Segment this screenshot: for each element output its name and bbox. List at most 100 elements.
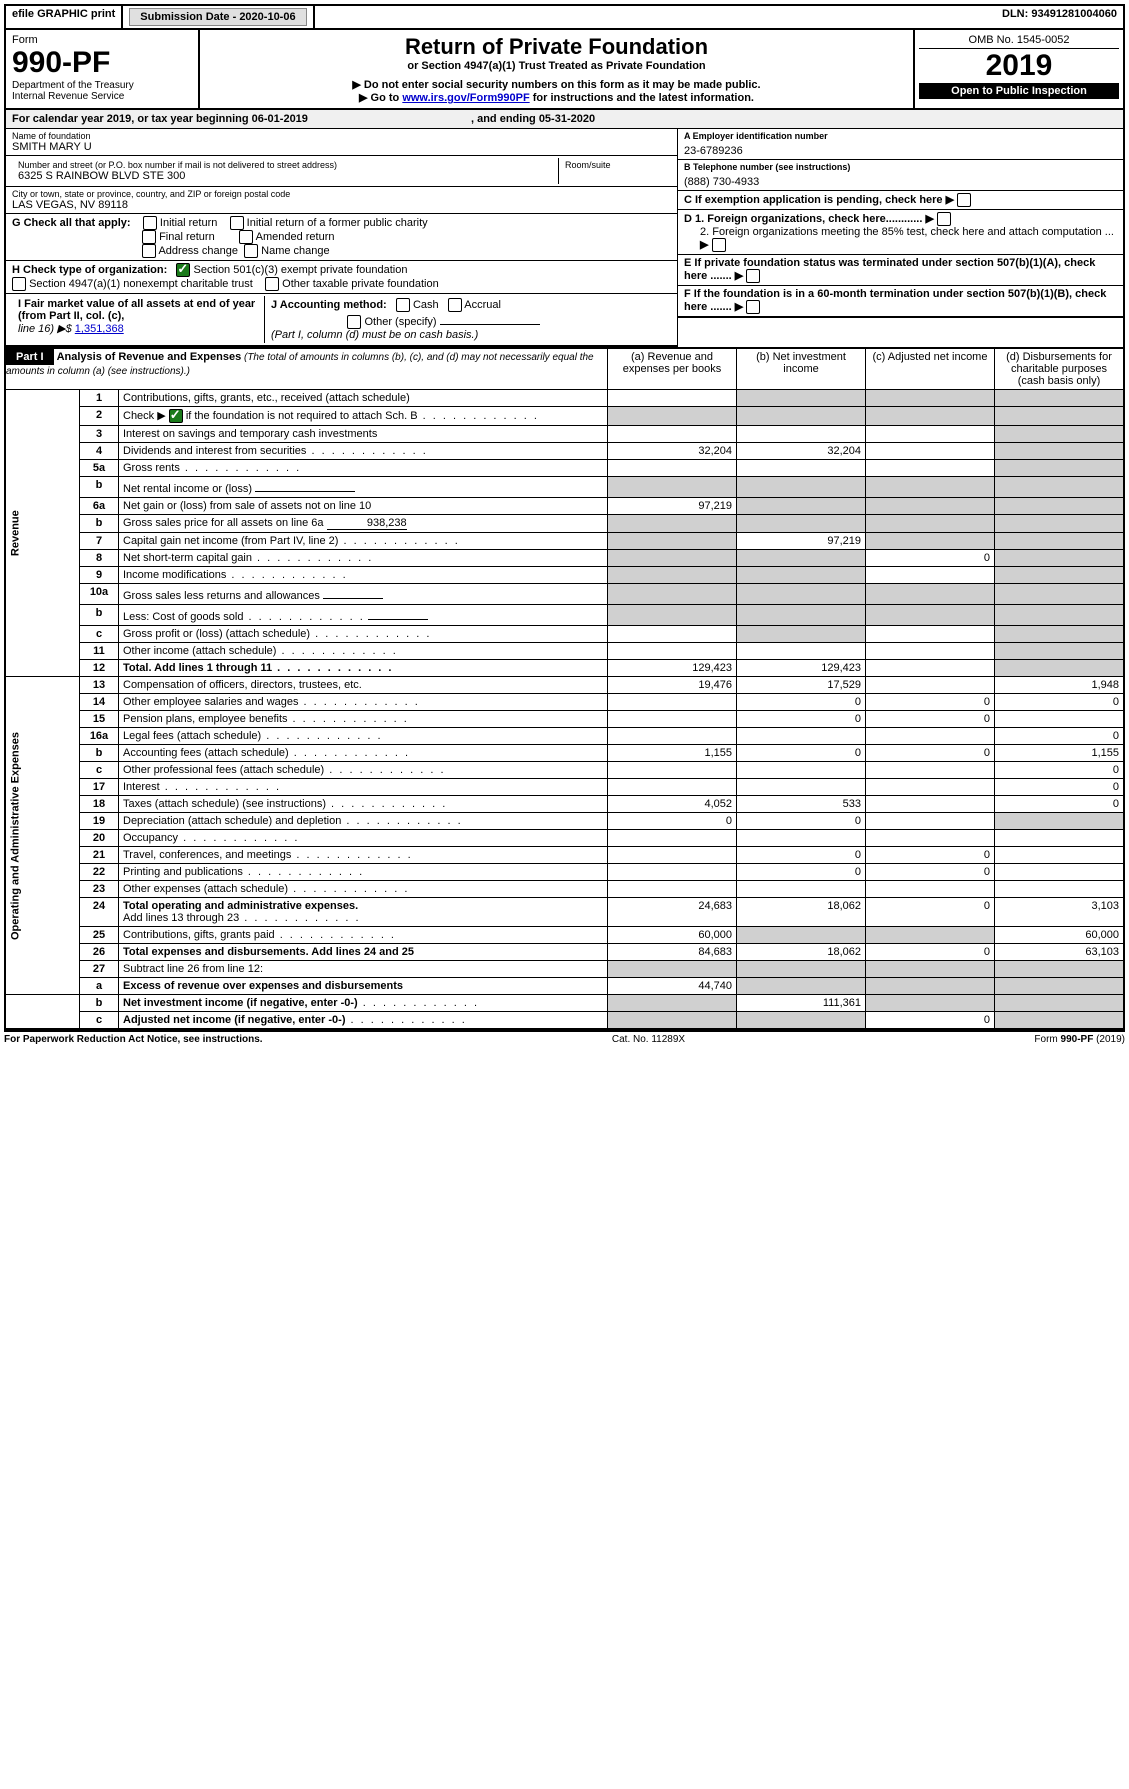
checkbox-f[interactable]: [746, 300, 760, 314]
part1-title: Analysis of Revenue and Expenses: [57, 351, 242, 363]
expenses-label: Operating and Administrative Expenses: [5, 677, 80, 995]
g-label: G Check all that apply:: [12, 217, 131, 229]
checkbox-other-tax[interactable]: [265, 277, 279, 291]
checkbox-final[interactable]: [142, 230, 156, 244]
foundation-name: SMITH MARY U: [12, 141, 671, 153]
checkbox-initial-former[interactable]: [230, 216, 244, 230]
part1-label: Part I: [6, 349, 54, 365]
row-3: 3Interest on savings and temporary cash …: [5, 426, 1124, 443]
i-j-row: I Fair market value of all assets at end…: [6, 294, 677, 347]
d1-label: D 1. Foreign organizations, check here..…: [684, 213, 922, 225]
row-27c: cAdjusted net income (if negative, enter…: [5, 1012, 1124, 1030]
tax-year: 2019: [919, 49, 1119, 83]
phone-value: (888) 730-4933: [684, 176, 1117, 188]
row-7: 7Capital gain net income (from Part IV, …: [5, 533, 1124, 550]
checkbox-other-method[interactable]: [347, 315, 361, 329]
footer-mid: Cat. No. 11289X: [612, 1034, 685, 1045]
c-cell: C If exemption application is pending, c…: [678, 191, 1123, 210]
checkbox-d2[interactable]: [712, 238, 726, 252]
row-6a: 6aNet gain or (loss) from sale of assets…: [5, 498, 1124, 515]
row-9: 9Income modifications: [5, 567, 1124, 584]
header-right: OMB No. 1545-0052 2019 Open to Public In…: [915, 30, 1123, 108]
room-label: Room/suite: [565, 160, 665, 170]
row-2: 2Check ▶ if the foundation is not requir…: [5, 407, 1124, 426]
checkbox-c[interactable]: [957, 193, 971, 207]
final-label: Final return: [159, 231, 215, 243]
col-c-header: (c) Adjusted net income: [866, 348, 995, 390]
j-note: (Part I, column (d) must be on cash basi…: [271, 329, 478, 341]
row-5b: bNet rental income or (loss): [5, 477, 1124, 498]
g-checks: G Check all that apply: Initial return I…: [6, 214, 677, 261]
row-23: 23Other expenses (attach schedule): [5, 881, 1124, 898]
row-5a: 5aGross rents: [5, 460, 1124, 477]
checkbox-d1[interactable]: [937, 212, 951, 226]
d-cell: D 1. Foreign organizations, check here..…: [678, 210, 1123, 255]
dept-2: Internal Revenue Service: [12, 91, 192, 102]
row-10c: cGross profit or (loss) (attach schedule…: [5, 626, 1124, 643]
row-16a: 16aLegal fees (attach schedule)0: [5, 728, 1124, 745]
col-a-header: (a) Revenue and expenses per books: [608, 348, 737, 390]
row-16c: cOther professional fees (attach schedul…: [5, 762, 1124, 779]
header-mid: Return of Private Foundation or Section …: [200, 30, 915, 108]
checkbox-name-change[interactable]: [244, 244, 258, 258]
row-26: 26Total expenses and disbursements. Add …: [5, 944, 1124, 961]
row-6b: bGross sales price for all assets on lin…: [5, 515, 1124, 533]
fmv-link[interactable]: 1,351,368: [75, 323, 124, 335]
row-11: 11Other income (attach schedule): [5, 643, 1124, 660]
calendar-year-row: For calendar year 2019, or tax year begi…: [4, 110, 1125, 129]
checkbox-accrual[interactable]: [448, 298, 462, 312]
row-17: 17Interest0: [5, 779, 1124, 796]
checkbox-amended[interactable]: [239, 230, 253, 244]
row-10b: bLess: Cost of goods sold: [5, 605, 1124, 626]
row-22: 22Printing and publications00: [5, 864, 1124, 881]
street-address: 6325 S RAINBOW BLVD STE 300: [18, 170, 552, 182]
row-15: 15Pension plans, employee benefits00: [5, 711, 1124, 728]
checkbox-initial[interactable]: [143, 216, 157, 230]
checkbox-cash[interactable]: [396, 298, 410, 312]
form-label: Form: [12, 34, 192, 46]
j-accrual: Accrual: [464, 299, 501, 311]
name-change-label: Name change: [261, 245, 330, 257]
checkbox-e[interactable]: [746, 269, 760, 283]
row-4: 4Dividends and interest from securities3…: [5, 443, 1124, 460]
row-10a: 10aGross sales less returns and allowanc…: [5, 584, 1124, 605]
page-footer: For Paperwork Reduction Act Notice, see …: [4, 1030, 1125, 1047]
row-16b: bAccounting fees (attach schedule)1,1550…: [5, 745, 1124, 762]
footer-left: For Paperwork Reduction Act Notice, see …: [4, 1034, 263, 1045]
part1-table: Part I Analysis of Revenue and Expenses …: [4, 347, 1125, 1030]
row-12: 12Total. Add lines 1 through 11129,42312…: [5, 660, 1124, 677]
d2-label: 2. Foreign organizations meeting the 85%…: [700, 226, 1114, 238]
row-27b: bNet investment income (if negative, ent…: [5, 995, 1124, 1012]
addr-change-label: Address change: [158, 245, 238, 257]
h-checks: H Check type of organization: Section 50…: [6, 261, 677, 294]
checkbox-schb[interactable]: [169, 409, 183, 423]
row-25: 25Contributions, gifts, grants paid60,00…: [5, 927, 1124, 944]
omb: OMB No. 1545-0052: [919, 34, 1119, 49]
entity-left: Name of foundation SMITH MARY U Number a…: [6, 129, 678, 347]
checkbox-501c3[interactable]: [176, 263, 190, 277]
phone-label: B Telephone number (see instructions): [684, 162, 1117, 172]
addr-label: Number and street (or P.O. box number if…: [18, 160, 552, 170]
row-27: 27Subtract line 26 from line 12:: [5, 961, 1124, 978]
name-cell: Name of foundation SMITH MARY U: [6, 129, 677, 156]
initial-former-label: Initial return of a former public charit…: [247, 217, 428, 229]
footer-right: Form 990-PF (2019): [1034, 1034, 1125, 1045]
entity-right: A Employer identification number 23-6789…: [678, 129, 1123, 347]
row-20: 20Occupancy: [5, 830, 1124, 847]
col-b-header: (b) Net investment income: [737, 348, 866, 390]
ein-cell: A Employer identification number 23-6789…: [678, 129, 1123, 160]
cal-pre: For calendar year 2019, or tax year begi…: [12, 113, 308, 125]
checkbox-addr-change[interactable]: [142, 244, 156, 258]
row-24: 24Total operating and administrative exp…: [5, 898, 1124, 927]
checkbox-4947[interactable]: [12, 277, 26, 291]
row-21: 21Travel, conferences, and meetings00: [5, 847, 1124, 864]
row-18: 18Taxes (attach schedule) (see instructi…: [5, 796, 1124, 813]
form-number: 990-PF: [12, 46, 192, 80]
entity-info: Name of foundation SMITH MARY U Number a…: [4, 129, 1125, 347]
row-14: 14Other employee salaries and wages000: [5, 694, 1124, 711]
irs-link[interactable]: www.irs.gov/Form990PF: [402, 92, 529, 104]
amended-label: Amended return: [256, 231, 335, 243]
submission-cell: Submission Date - 2020-10-06: [123, 6, 314, 28]
h-4947-label: Section 4947(a)(1) nonexempt charitable …: [29, 278, 253, 290]
j-label: J Accounting method:: [271, 299, 387, 311]
